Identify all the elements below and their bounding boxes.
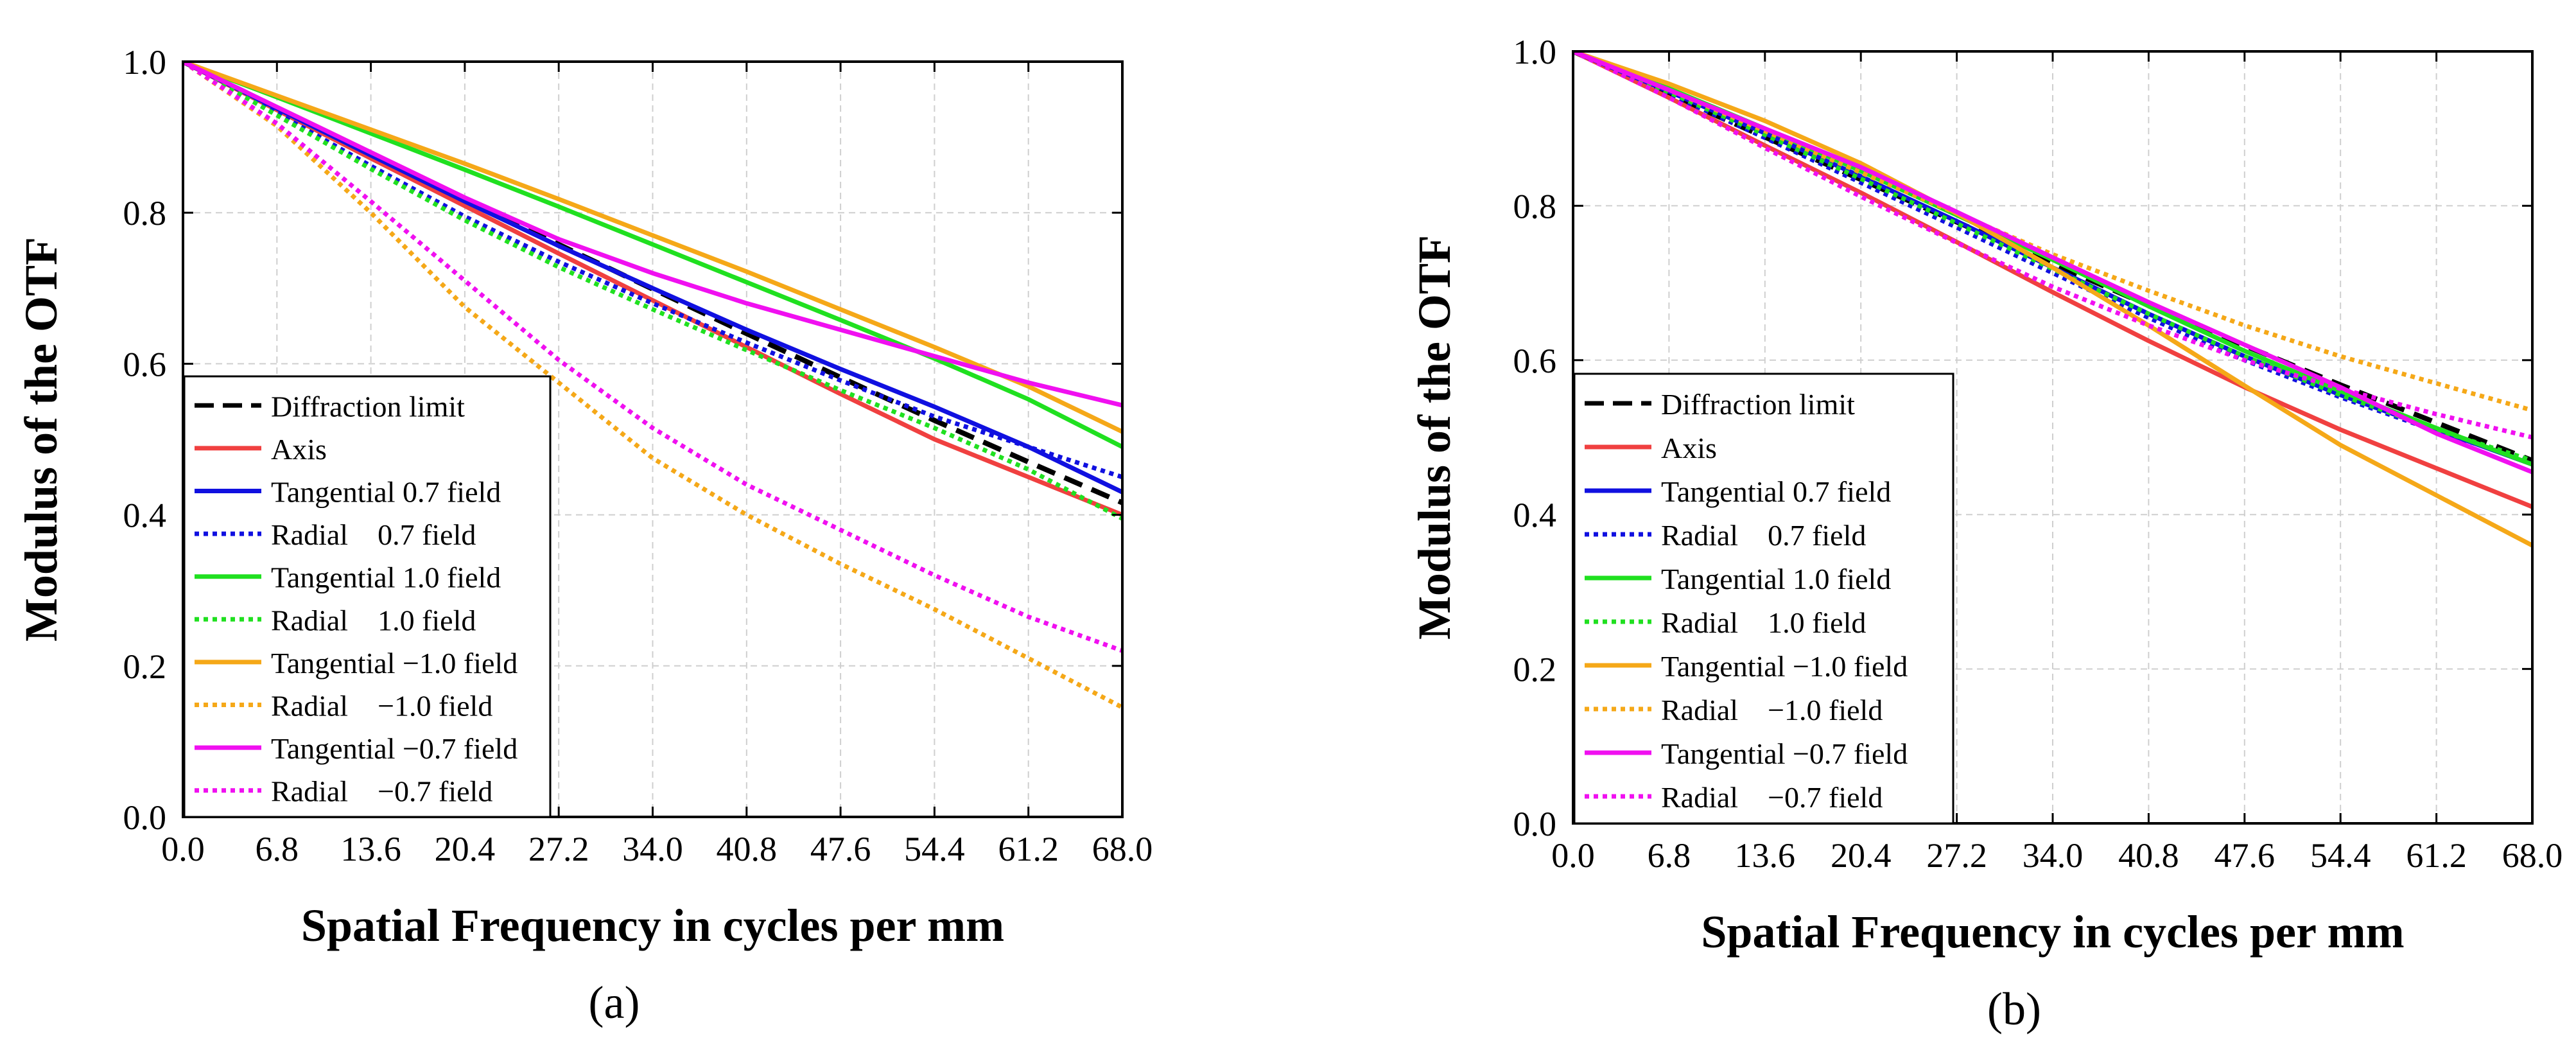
y-tick-label: 0.8 <box>1513 187 1557 225</box>
legend-label-7: Radial −1.0 field <box>1661 694 1883 726</box>
x-tick-label: 27.2 <box>1926 836 1987 875</box>
legend-label-7: Radial −1.0 field <box>271 690 492 723</box>
chart-panel-b: 0.0 6.8 13.6 20.4 27.2 34.0 40.8 47.6 54.4 61.2 68… <box>1409 33 2563 1035</box>
x-tick-label: 6.8 <box>256 830 299 868</box>
x-tick-label: 40.8 <box>717 830 778 868</box>
y-tick-label: 0.4 <box>1513 496 1557 534</box>
y-tick-label: 0.0 <box>1513 805 1557 843</box>
x-tick-label: 47.6 <box>2215 836 2276 875</box>
series-line-5 <box>1573 51 2532 463</box>
legend-label-1: Axis <box>271 433 327 466</box>
legend-label-6: Tangential −1.0 field <box>271 647 518 679</box>
y-tick-label: 1.0 <box>1513 33 1557 71</box>
y-tick-label: 0.4 <box>123 496 167 535</box>
series-group <box>183 62 1122 710</box>
x-tick-label: 6.8 <box>1648 836 1691 875</box>
series-line-8 <box>1573 51 2532 475</box>
x-axis-title: Spatial Frequency in cycles per mm <box>301 900 1004 951</box>
x-tick-label: 34.0 <box>622 830 683 868</box>
series-group <box>1573 51 2532 548</box>
legend-label-8: Tangential −0.7 field <box>1661 737 1908 770</box>
y-axis-title: Modulus of the OTF <box>1409 235 1460 640</box>
x-tick-label: 34.0 <box>2023 836 2084 875</box>
series-line-4 <box>183 62 1122 449</box>
legend-label-1: Axis <box>1661 432 1717 464</box>
x-tick-label: 20.4 <box>1831 836 1892 875</box>
x-tick-label: 13.6 <box>340 830 401 868</box>
legend-label-8: Tangential −0.7 field <box>271 732 518 765</box>
legend-label-5: Radial 1.0 field <box>271 604 476 636</box>
y-tick-label: 0.2 <box>123 647 167 686</box>
y-axis-title: Modulus of the OTF <box>15 237 67 642</box>
panel-label: (a) <box>589 977 640 1028</box>
x-tick-label: 47.6 <box>810 830 871 868</box>
x-tick-label: 54.4 <box>2310 836 2371 875</box>
x-axis-title: Spatial Frequency in cycles per mm <box>1701 906 2404 958</box>
x-tick-label: 40.8 <box>2118 836 2179 875</box>
legend-label-3: Radial 0.7 field <box>271 518 476 551</box>
legend-label-4: Tangential 1.0 field <box>1661 563 1891 595</box>
x-tick-label: 61.2 <box>998 830 1059 868</box>
x-tick-label: 13.6 <box>1735 836 1796 875</box>
series-line-8 <box>183 62 1122 408</box>
chart-panel-a: 0.0 6.8 13.6 20.4 27.2 34.0 40.8 47.6 54.4 61.2 68… <box>15 43 1153 1028</box>
y-tick-label: 0.6 <box>123 345 167 383</box>
legend-label-2: Tangential 0.7 field <box>271 476 501 509</box>
legend-label-9: Radial −0.7 field <box>1661 781 1883 814</box>
x-tick-label: 61.2 <box>2406 836 2467 875</box>
legend-label-3: Radial 0.7 field <box>1661 519 1866 552</box>
panel-label: (b) <box>1987 983 2041 1035</box>
x-tick-label: 68.0 <box>2502 836 2563 875</box>
x-tick-label: 27.2 <box>528 830 589 868</box>
x-tick-label: 68.0 <box>1092 830 1153 868</box>
series-line-6 <box>183 62 1122 434</box>
y-tick-label: 1.0 <box>123 43 167 82</box>
legend-label-0: Diffraction limit <box>271 390 465 423</box>
legend: Diffraction limit Axis Tangential 0.7 fiel… <box>183 375 552 818</box>
y-tick-label: 0.8 <box>123 194 167 232</box>
series-line-7 <box>183 62 1122 710</box>
series-line-5 <box>183 62 1122 521</box>
legend-label-2: Tangential 0.7 field <box>1661 475 1891 508</box>
legend-label-4: Tangential 1.0 field <box>271 561 501 594</box>
legend-label-0: Diffraction limit <box>1661 388 1855 421</box>
x-tick-label: 20.4 <box>435 830 496 868</box>
series-line-9 <box>183 62 1122 653</box>
series-line-1 <box>1573 51 2532 509</box>
legend-label-5: Radial 1.0 field <box>1661 606 1866 639</box>
y-tick-label: 0.6 <box>1513 342 1557 380</box>
series-line-3 <box>183 62 1122 480</box>
y-tick-label: 0.0 <box>123 798 167 837</box>
series-line-0 <box>183 62 1122 505</box>
x-tick-label: 54.4 <box>904 830 965 868</box>
legend-label-9: Radial −0.7 field <box>271 775 492 808</box>
series-line-6 <box>1573 51 2532 548</box>
x-tick-label: 0.0 <box>1551 836 1595 875</box>
series-line-2 <box>183 62 1122 495</box>
series-line-9 <box>1573 51 2532 440</box>
series-line-1 <box>183 62 1122 517</box>
legend-label-6: Tangential −1.0 field <box>1661 650 1908 683</box>
y-tick-label: 0.2 <box>1513 651 1557 689</box>
legend: Diffraction limit Axis Tangential 0.7 fiel… <box>1573 372 1954 825</box>
x-tick-label: 0.0 <box>161 830 205 868</box>
